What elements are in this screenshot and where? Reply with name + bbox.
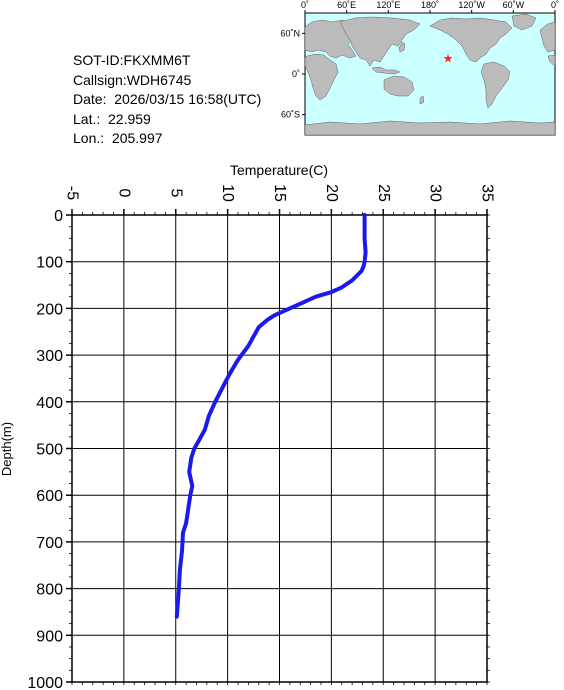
land-indonesia (371, 66, 401, 75)
x-axis-label: Temperature(C) (230, 162, 328, 178)
x-tick-label: -5 (64, 186, 81, 200)
lat-label: Lat.: 22.959 (73, 110, 151, 127)
sot-id-label: SOT-ID:FKXMM6T (73, 52, 191, 68)
temperature-profile-line (174, 213, 368, 619)
callsign-label: Callsign:WDH6745 (73, 71, 192, 88)
y-tick-label: 1000 (27, 675, 63, 690)
y-tick-label: 800 (36, 582, 63, 599)
x-tick-label: 0 (115, 189, 132, 198)
x-tick-label: 5 (167, 189, 184, 198)
x-tick-label: 30 (427, 184, 444, 202)
y-tick-label: 900 (36, 628, 63, 645)
map-lon-label: 120˚W (458, 0, 485, 10)
map-lat-label: 0˚ (292, 69, 300, 79)
land-asia (339, 16, 421, 67)
x-tick-label: 20 (323, 184, 340, 202)
land-australia (383, 75, 415, 97)
map-lon-label: 60˚E (337, 0, 356, 10)
map-lat-label: 60˚N (280, 28, 300, 38)
date-label: Date: 2026/03/15 16:58(UTC) (73, 91, 262, 107)
lon-label: Lon.: 205.997 (73, 130, 163, 146)
x-tick-label: 25 (375, 184, 392, 202)
map-ticks: 0˚ 60˚E 120˚E 180˚ 120˚W 60˚W 0˚ 60˚N 0˚ 60˚S (280, 0, 559, 120)
x-axis-ticks: -5 0 5 10 15 20 25 30 35 (64, 184, 496, 685)
map-lon-label: 120˚E (376, 0, 400, 10)
land-africa-right (547, 54, 556, 67)
land-new-zealand (419, 95, 425, 105)
map-lon-label: 180˚ (421, 0, 439, 10)
y-tick-label: 700 (36, 535, 63, 552)
map-lon-label: 0˚ (301, 0, 309, 10)
y-tick-label: 600 (36, 488, 63, 505)
map-land (304, 13, 556, 136)
star-icon: ★ (443, 51, 454, 65)
y-tick-label: 400 (36, 395, 63, 412)
land-europe-asia-left (304, 19, 357, 59)
map-lon-label: 0˚ (551, 0, 559, 10)
land-antarctica (304, 120, 556, 136)
land-south-america (480, 61, 511, 109)
land-north-america (429, 17, 513, 63)
y-tick-label: 0 (54, 208, 63, 225)
land-greenland (511, 13, 537, 31)
map-lat-label: 60˚S (281, 110, 300, 120)
x-tick-label: 10 (219, 184, 236, 202)
y-tick-label: 100 (36, 255, 63, 272)
y-axis-ticks: 0 100 200 300 400 500 600 700 800 900 1000 (27, 208, 490, 690)
chart-grid (71, 214, 488, 683)
y-axis-label: Depth(m) (0, 422, 14, 476)
land-africa (304, 53, 339, 101)
map-lon-label: 60˚W (503, 0, 525, 10)
y-tick-label: 500 (36, 442, 63, 459)
land-europe-right (539, 21, 556, 53)
x-tick-label: 35 (479, 184, 496, 202)
profile-info: SOT-ID:FKXMM6T Callsign:WDH6745 Date: 20… (73, 51, 261, 149)
y-tick-label: 300 (36, 348, 63, 365)
x-tick-label: 15 (271, 184, 288, 202)
land-japan (398, 41, 406, 53)
y-tick-label: 200 (36, 301, 63, 318)
